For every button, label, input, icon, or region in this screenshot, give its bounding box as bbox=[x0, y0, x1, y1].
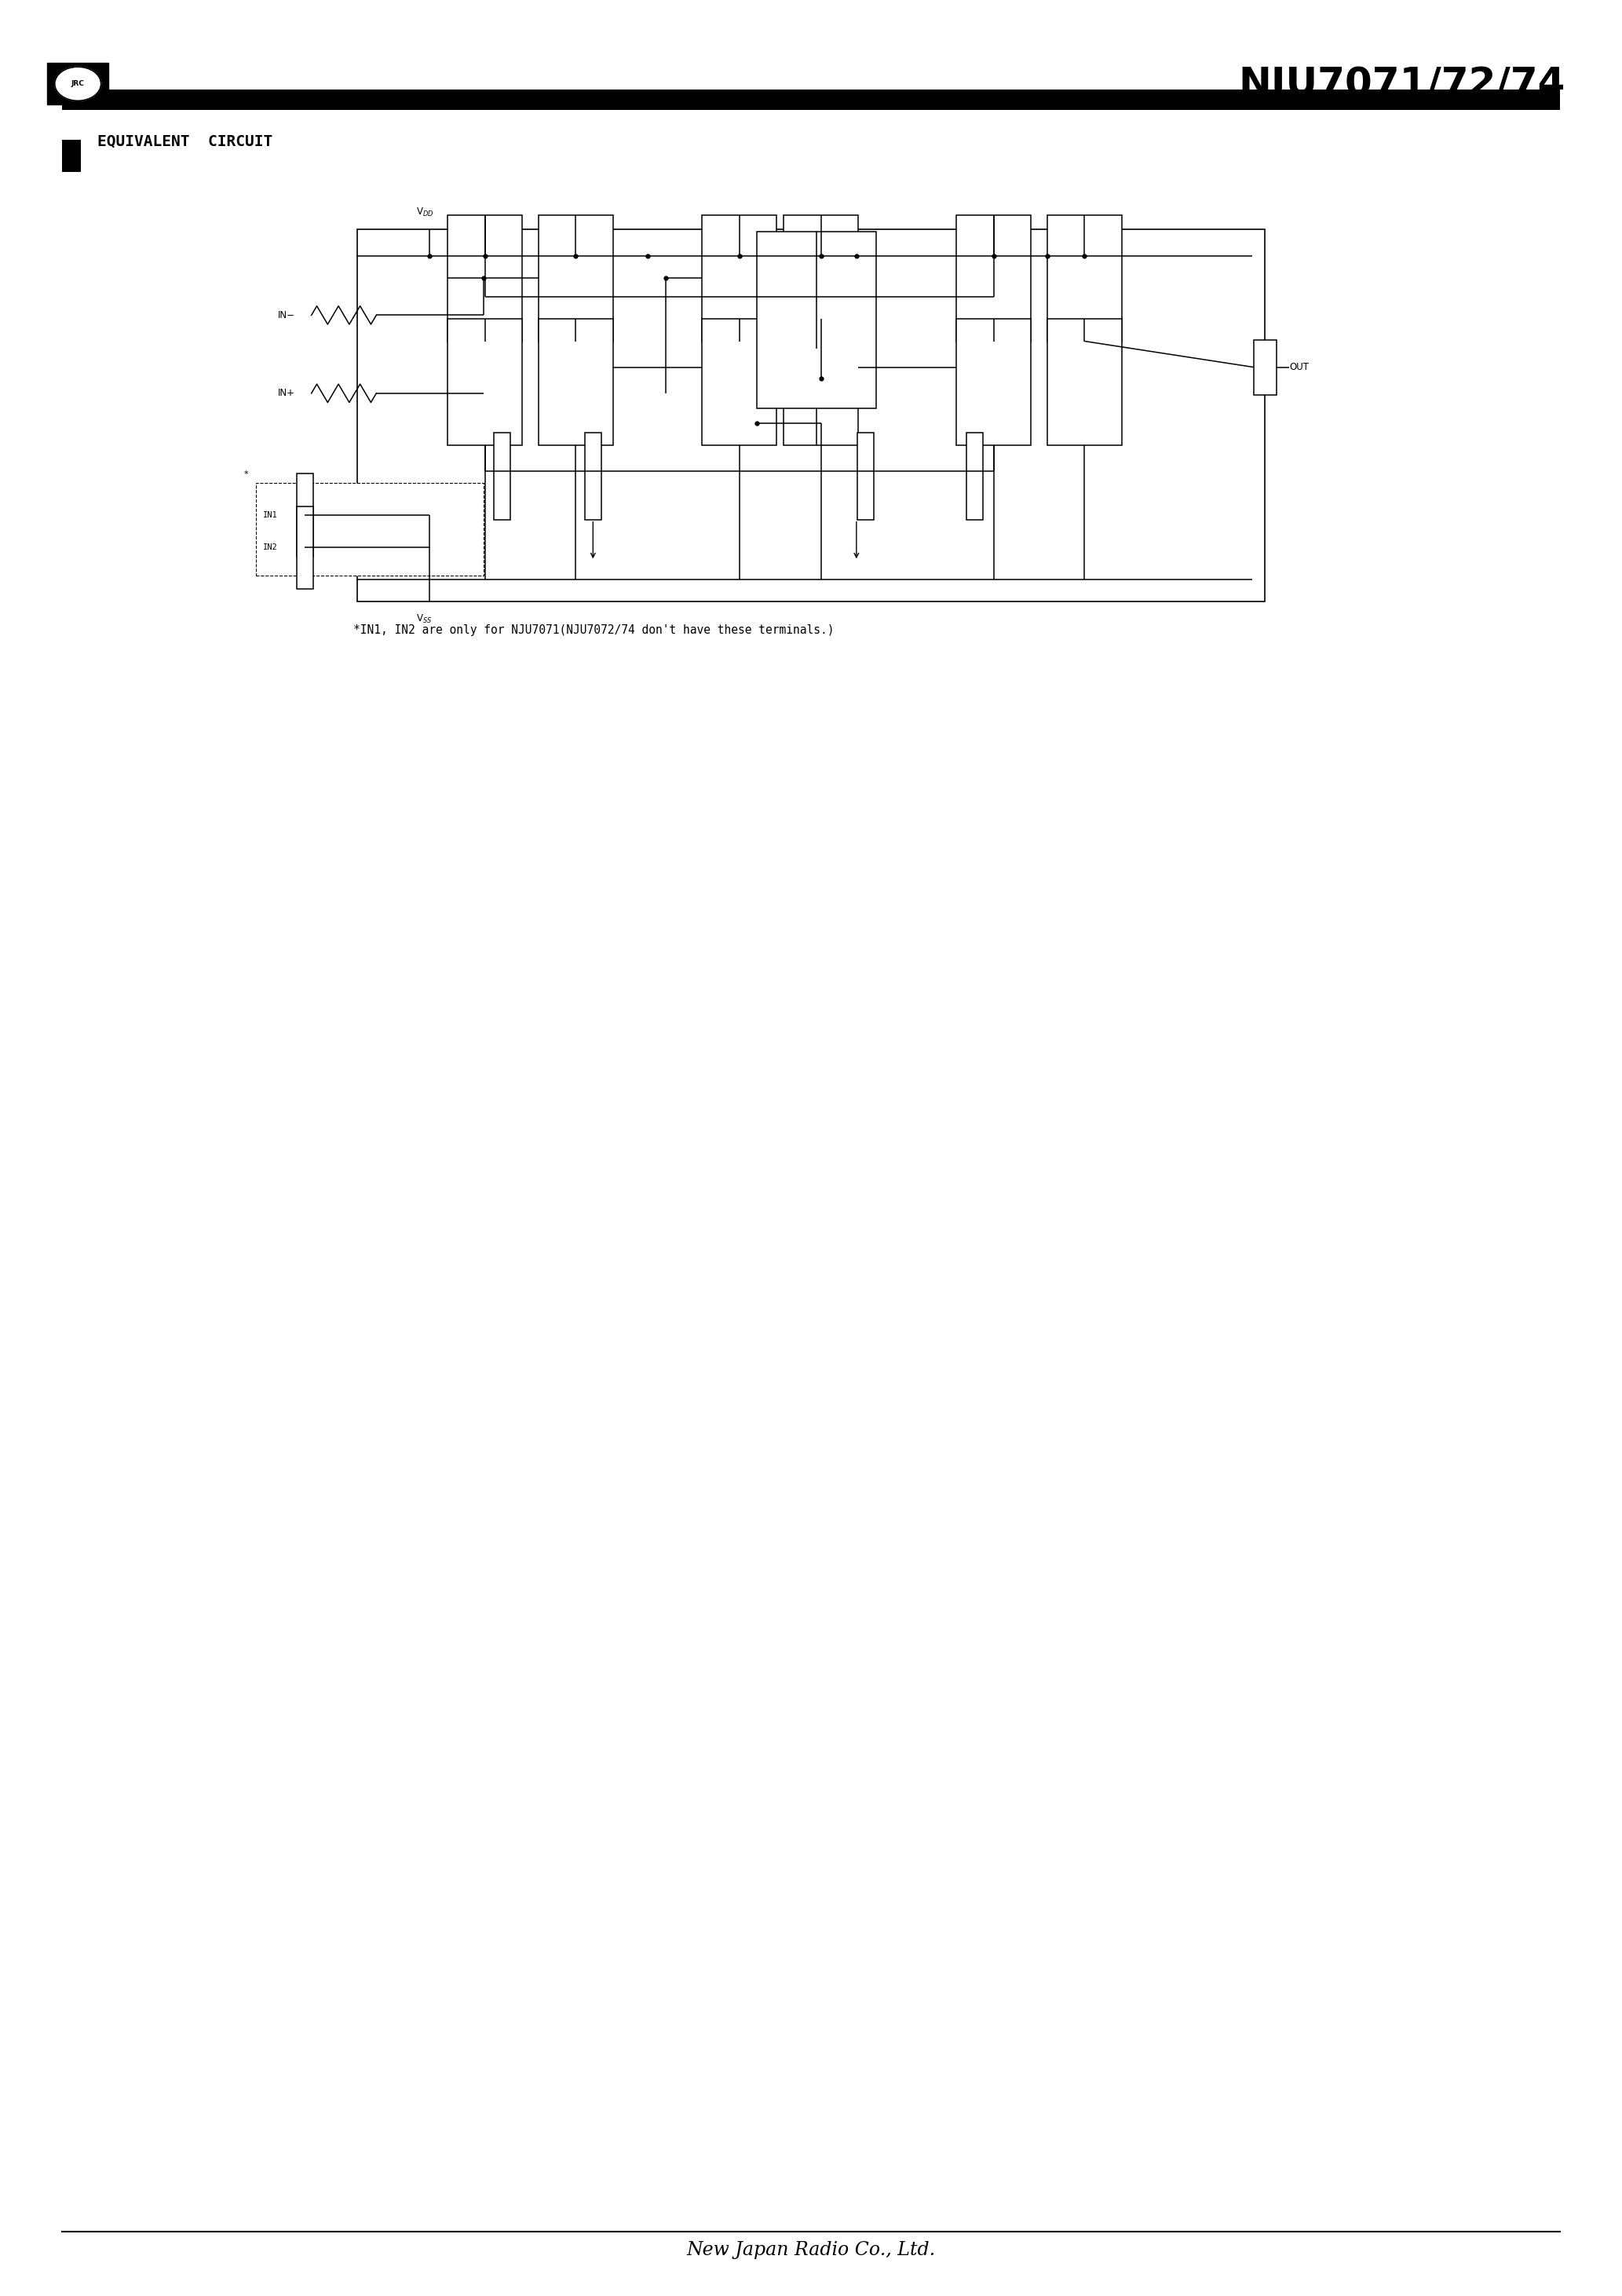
Text: V$_{DD}$: V$_{DD}$ bbox=[415, 207, 433, 218]
Bar bbox=[62, 140, 81, 172]
Bar bbox=[967, 432, 983, 519]
Bar bbox=[783, 216, 858, 342]
Bar bbox=[702, 216, 777, 342]
Text: IN−: IN− bbox=[277, 310, 295, 319]
Bar bbox=[297, 507, 313, 590]
Bar bbox=[448, 319, 522, 445]
Bar bbox=[1254, 340, 1277, 395]
Text: NJU7071/72/74: NJU7071/72/74 bbox=[1238, 64, 1565, 103]
Bar bbox=[47, 62, 109, 103]
Bar bbox=[62, 90, 1560, 110]
Bar bbox=[1048, 216, 1122, 342]
Text: JRC: JRC bbox=[71, 80, 84, 87]
Bar bbox=[448, 216, 522, 342]
Bar bbox=[495, 432, 511, 519]
Bar bbox=[756, 232, 876, 409]
Bar bbox=[858, 432, 874, 519]
Bar bbox=[783, 319, 858, 445]
Bar bbox=[1048, 319, 1122, 445]
Text: IN+: IN+ bbox=[277, 388, 295, 400]
Bar bbox=[256, 482, 483, 576]
Text: New Japan Radio Co., Ltd.: New Japan Radio Co., Ltd. bbox=[686, 2241, 936, 2259]
Text: *IN1, IN2 are only for NJU7071(NJU7072/74 don't have these terminals.): *IN1, IN2 are only for NJU7071(NJU7072/7… bbox=[354, 625, 834, 636]
Bar bbox=[539, 319, 613, 445]
Bar bbox=[539, 216, 613, 342]
Text: EQUIVALENT  CIRCUIT: EQUIVALENT CIRCUIT bbox=[97, 133, 272, 149]
Text: OUT: OUT bbox=[1289, 363, 1309, 372]
Text: V$_{SS}$: V$_{SS}$ bbox=[415, 613, 431, 625]
Bar bbox=[702, 319, 777, 445]
Bar bbox=[586, 432, 602, 519]
Text: IN1: IN1 bbox=[263, 512, 277, 519]
Bar bbox=[957, 319, 1032, 445]
Bar bbox=[357, 230, 1265, 602]
Text: IN2: IN2 bbox=[263, 544, 277, 551]
Bar bbox=[957, 216, 1032, 342]
Bar bbox=[297, 473, 313, 556]
Ellipse shape bbox=[55, 67, 101, 101]
Text: *: * bbox=[243, 471, 248, 478]
